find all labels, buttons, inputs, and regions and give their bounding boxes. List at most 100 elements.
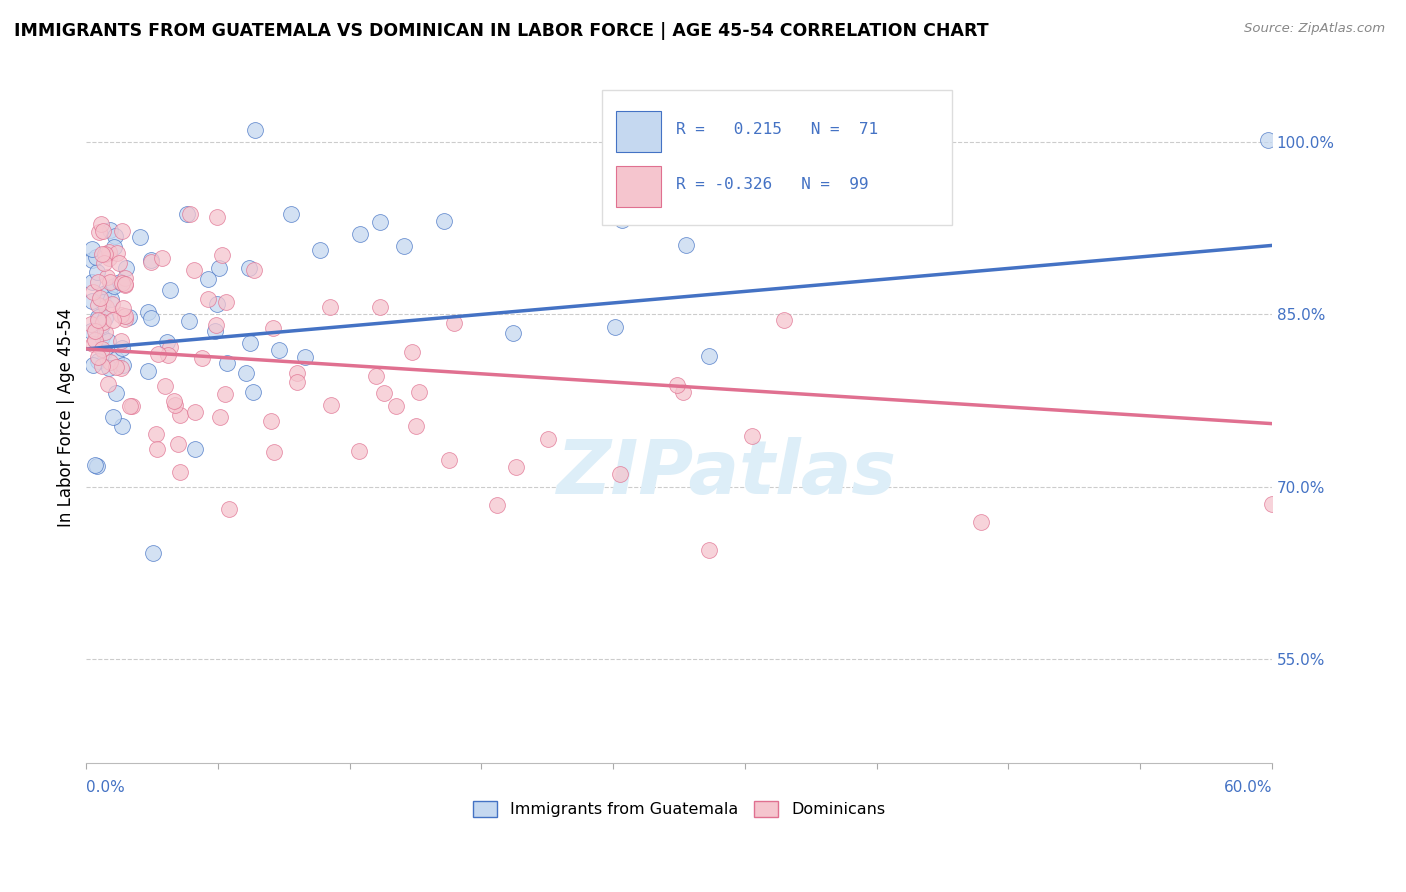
Point [84,250,107,264]
Point [150,251,173,265]
Point [366,368,388,383]
Point [443,316,465,330]
Point [139,311,162,326]
Point [156,334,179,349]
Point [392,239,415,253]
Point [157,348,180,362]
Point [89,217,111,231]
Point [98,360,121,375]
Point [183,442,205,457]
Point [209,409,232,424]
Point [93,345,115,359]
Point [111,341,134,355]
Point [184,404,207,418]
Point [114,309,136,323]
Point [101,409,124,424]
Point [385,400,408,414]
Point [269,343,291,357]
Point [105,246,128,260]
Point [91,359,114,373]
Point [605,320,627,334]
Text: R =   0.215   N =  71: R = 0.215 N = 71 [675,122,877,137]
Point [169,465,191,479]
Point [437,453,460,467]
Point [91,224,114,238]
Point [100,292,122,306]
Point [610,213,633,227]
Legend: Immigrants from Guatemala, Dominicans: Immigrants from Guatemala, Dominicans [467,795,891,824]
Point [115,261,138,276]
FancyBboxPatch shape [602,90,952,225]
Point [114,271,136,285]
Point [97,245,120,260]
Point [112,301,135,315]
Point [108,256,131,270]
Point [239,336,262,351]
Point [191,351,214,366]
Point [165,398,187,412]
Bar [616,111,661,153]
Point [197,292,219,306]
Point [368,301,391,315]
Point [207,260,229,275]
Point [141,255,163,269]
Point [309,243,332,257]
Point [163,394,186,409]
Point [373,386,395,401]
Point [98,223,121,237]
Point [741,428,763,442]
Point [262,321,284,335]
Point [93,325,115,339]
Point [537,432,560,446]
Point [136,364,159,378]
Point [699,349,721,363]
Point [215,356,238,370]
Point [211,247,233,261]
Point [104,360,127,375]
Point [214,387,236,401]
Point [79,317,101,331]
Bar [616,166,661,208]
Point [80,324,103,338]
Point [80,293,103,308]
Point [105,385,128,400]
Point [91,315,114,329]
Point [114,277,136,292]
Point [773,313,796,327]
Point [321,398,343,412]
Y-axis label: In Labor Force | Age 45-54: In Labor Force | Age 45-54 [58,309,75,527]
Point [87,225,110,239]
Point [82,359,104,373]
Point [87,313,110,327]
Point [243,123,266,137]
Point [405,419,427,434]
Point [90,330,112,344]
Point [103,240,125,254]
Point [83,458,105,473]
Point [93,255,115,269]
Point [120,399,142,413]
Point [183,263,205,277]
Point [128,230,150,244]
Point [697,543,720,558]
Point [87,354,110,368]
Point [93,310,115,325]
Text: IMMIGRANTS FROM GUATEMALA VS DOMINICAN IN LABOR FORCE | AGE 45-54 CORRELATION CH: IMMIGRANTS FROM GUATEMALA VS DOMINICAN I… [14,22,988,40]
Point [408,385,430,400]
Point [96,269,118,284]
Point [319,300,342,314]
Point [235,366,257,380]
Point [121,399,143,413]
Point [146,442,169,456]
Point [609,467,631,482]
Point [142,546,165,560]
Point [82,336,104,351]
Point [86,310,108,325]
Point [101,297,124,311]
Point [105,351,128,366]
Point [86,265,108,279]
Point [83,333,105,347]
Point [114,312,136,326]
Point [110,334,132,349]
Point [349,227,371,241]
